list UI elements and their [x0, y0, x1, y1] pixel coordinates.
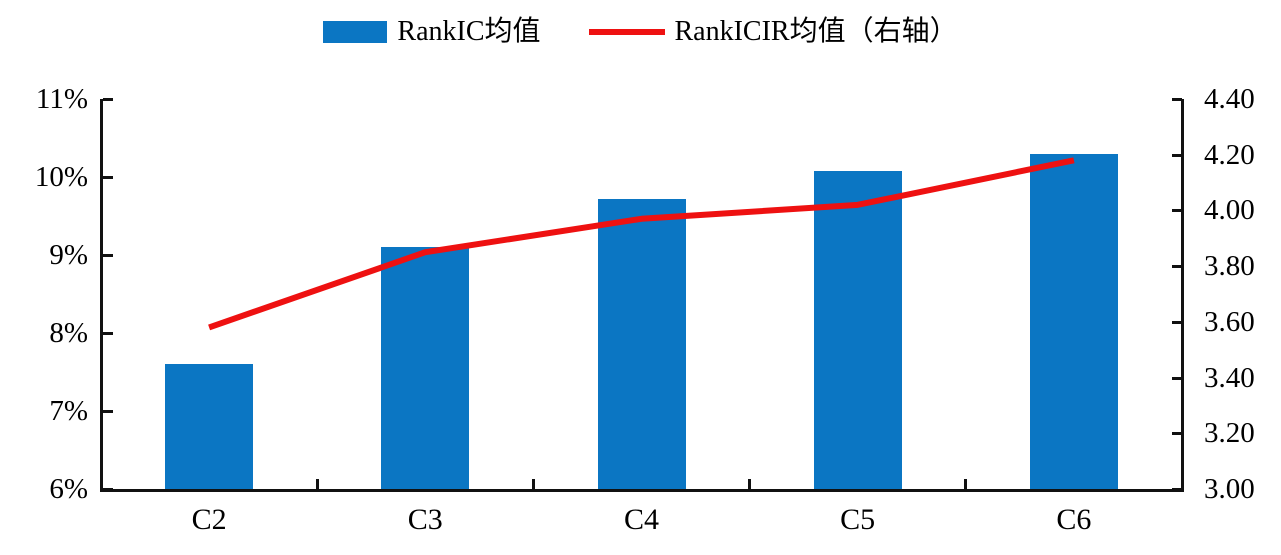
bar-C6 [1029, 153, 1118, 489]
y-axis-left-tick-label: 10% [34, 161, 88, 193]
y-axis-right-tick-label: 3.20 [1204, 417, 1255, 450]
x-axis-line [100, 489, 1184, 492]
y-axis-right-tick [1172, 320, 1182, 324]
y-axis-left-tick-label: 9% [49, 239, 88, 271]
y-axis-right-line [1181, 99, 1184, 492]
y-axis-right-tick-label: 3.40 [1204, 361, 1255, 394]
y-axis-left-tick-label: 7% [49, 395, 88, 427]
y-axis-left-line [100, 99, 103, 492]
y-axis-right-tick [1172, 432, 1182, 436]
y-axis-right-tick-label: 3.60 [1204, 305, 1255, 338]
x-axis-category-label: C6 [1056, 503, 1092, 536]
y-axis-left-tick [103, 98, 113, 101]
legend-item-rankic: RankIC均值 [323, 16, 541, 47]
y-axis-right-tick-label: 4.00 [1204, 194, 1255, 227]
y-axis-right-tick [1172, 376, 1182, 380]
bar-C4 [597, 198, 686, 489]
x-axis-category-label: C4 [623, 503, 659, 536]
bar-C3 [381, 247, 470, 489]
y-axis-left-tick [103, 410, 113, 413]
x-axis-category-label: C2 [191, 503, 227, 536]
y-axis-right-tick [1172, 265, 1182, 269]
legend-item-rankicir: RankICIR均值（右轴） [588, 16, 958, 47]
x-axis-category-label: C5 [840, 503, 876, 536]
x-axis-boundary-tick [531, 479, 535, 489]
legend: RankIC均值 RankICIR均值（右轴） [0, 18, 1281, 46]
y-axis-right-tick-label: 4.40 [1204, 83, 1255, 115]
y-axis-right-tick [1172, 153, 1182, 157]
y-axis-left-tick [103, 254, 113, 257]
y-axis-right-tick [1172, 488, 1182, 491]
x-axis-boundary-tick [315, 479, 319, 489]
legend-bar-swatch [323, 21, 388, 43]
legend-line-swatch [588, 29, 665, 35]
y-axis-right-tick-label: 4.20 [1204, 138, 1255, 171]
bar-C2 [165, 364, 254, 489]
y-axis-right-tick-label: 3.80 [1204, 250, 1255, 283]
x-axis-boundary-tick [748, 479, 752, 489]
x-axis-category-label: C3 [407, 503, 443, 536]
legend-bar-label: RankIC均值 [397, 16, 541, 47]
y-axis-left-tick-label: 8% [49, 317, 88, 349]
y-axis-left-tick-label: 6% [49, 473, 88, 505]
y-axis-left-tick [103, 332, 113, 335]
y-axis-right-tick-label: 3.00 [1204, 473, 1255, 505]
legend-line-label: RankICIR均值（右轴） [674, 16, 958, 47]
y-axis-left-tick [103, 488, 113, 491]
y-axis-right-tick [1172, 209, 1182, 213]
x-axis-boundary-tick [964, 479, 968, 489]
y-axis-left-tick-label: 11% [35, 83, 88, 115]
y-axis-right-tick [1172, 98, 1182, 101]
y-axis-left-tick [103, 176, 113, 179]
bar-C5 [813, 170, 902, 489]
